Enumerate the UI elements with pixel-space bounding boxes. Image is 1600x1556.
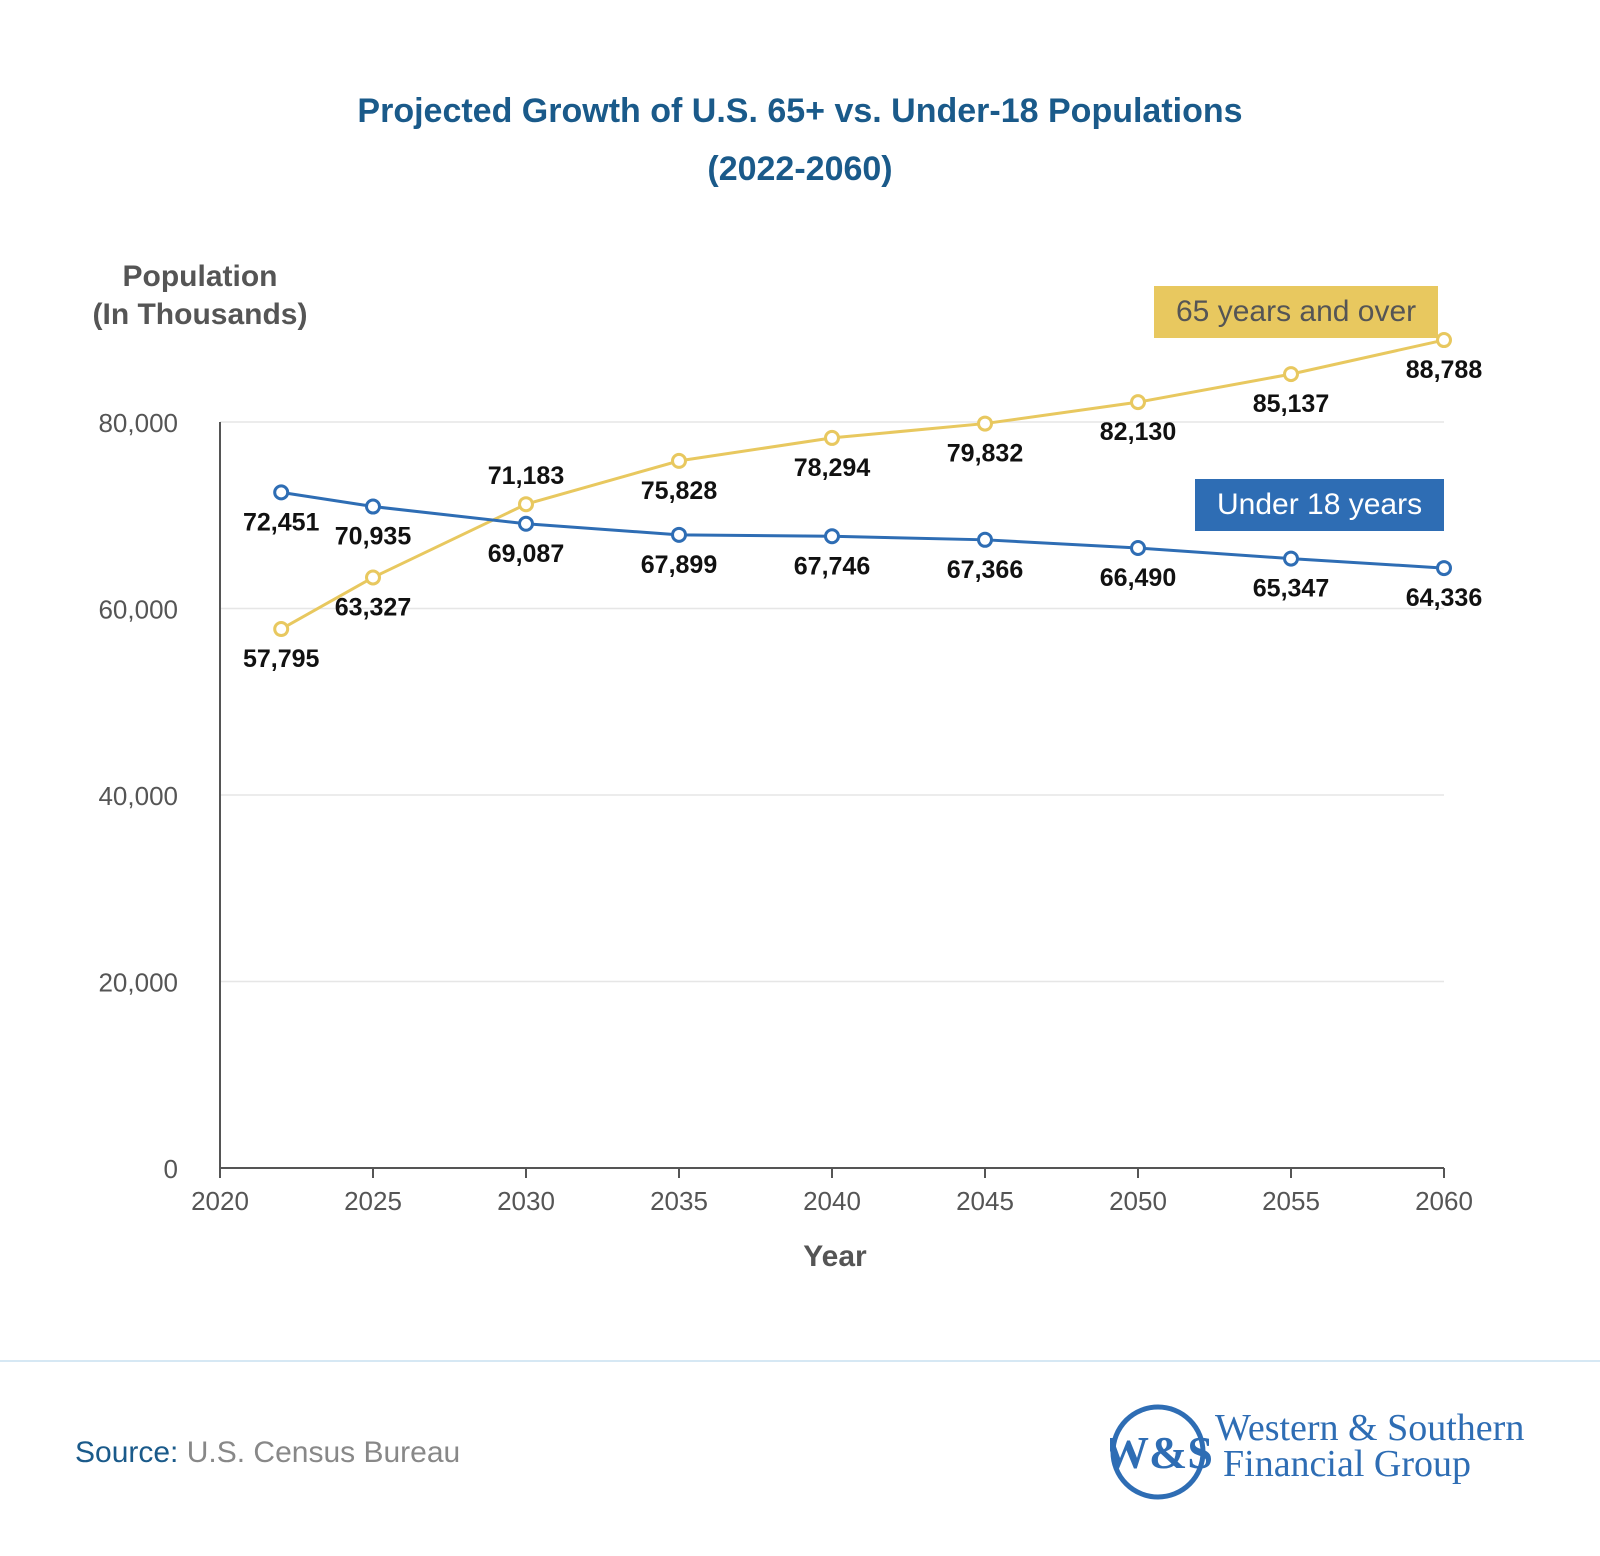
data-label: 63,327 [335,593,411,621]
data-point [671,526,687,543]
x-tick-label: 2045 [956,1186,1014,1216]
data-label: 75,828 [641,477,718,505]
data-point [365,498,381,515]
logo-mark: W&S [1110,1427,1213,1478]
data-point [518,515,534,532]
x-tick-label: 2040 [803,1186,861,1216]
chart-title: Projected Growth of U.S. 65+ vs. Under-1… [357,92,1243,130]
data-label: 70,935 [335,523,412,551]
data-point [977,531,993,548]
data-point [824,528,840,545]
source-note: Source: U.S. Census Bureau [75,1436,460,1470]
data-label: 82,130 [1100,418,1176,446]
data-label: 67,746 [794,552,870,580]
data-label: 85,137 [1253,390,1329,418]
x-tick-label: 2020 [191,1186,249,1216]
logo-line2: Financial Group [1223,1443,1472,1485]
data-point [273,621,290,638]
data-label: 69,087 [488,540,564,568]
data-point [824,429,840,446]
x-axis-label: Year [803,1240,867,1273]
logo-line1: Western & Southern [1215,1407,1525,1449]
data-point [671,452,687,469]
source-value: U.S. Census Bureau [186,1436,461,1469]
data-label: 79,832 [947,440,1023,468]
data-label: 88,788 [1406,356,1483,384]
y-tick-label: 80,000 [98,408,178,438]
data-point [1283,550,1299,567]
data-point [1436,560,1452,577]
y-axis-label-line2: (In Thousands) [92,298,308,331]
data-label: 57,795 [243,645,320,673]
data-point [518,496,534,513]
source-label: Source: [75,1436,179,1469]
y-tick-label: 40,000 [98,781,178,811]
data-label: 71,183 [488,462,564,490]
x-tick-label: 2035 [650,1186,708,1216]
data-label: 78,294 [794,454,871,482]
y-axis-label: Population (In Thousands) [70,258,330,334]
data-label: 66,490 [1100,564,1176,592]
data-label: 64,336 [1406,584,1482,612]
x-tick-label: 2050 [1109,1186,1167,1216]
x-tick-label: 2060 [1415,1186,1473,1216]
data-label: 67,899 [641,551,717,579]
legend-65-and-over: 65 years and over [1154,286,1439,338]
data-label: 67,366 [947,556,1023,584]
company-logo-text: Western & Southern Financial Group [1215,1407,1525,1485]
data-point [365,569,381,586]
logo-emblem: W&S [1110,1404,1213,1500]
x-tick-label: 2030 [497,1186,555,1216]
legend-under-18: Under 18 years [1195,479,1445,531]
x-tick-label: 2055 [1262,1186,1320,1216]
footer-divider [0,1360,1600,1362]
data-label: 72,451 [243,508,320,536]
data-point [273,484,290,501]
y-axis-label-line1: Population [122,260,278,293]
data-point [1130,394,1146,411]
data-point [977,415,993,432]
y-tick-label: 60,000 [98,595,178,625]
data-label: 65,347 [1253,575,1329,603]
chart-subtitle: (2022-2060) [707,150,893,188]
data-point [1436,332,1452,349]
y-tick-label: 20,000 [98,968,178,998]
y-tick-label: 0 [164,1154,178,1184]
data-point [1130,539,1146,556]
x-tick-label: 2025 [344,1186,402,1216]
data-point [1283,366,1299,383]
